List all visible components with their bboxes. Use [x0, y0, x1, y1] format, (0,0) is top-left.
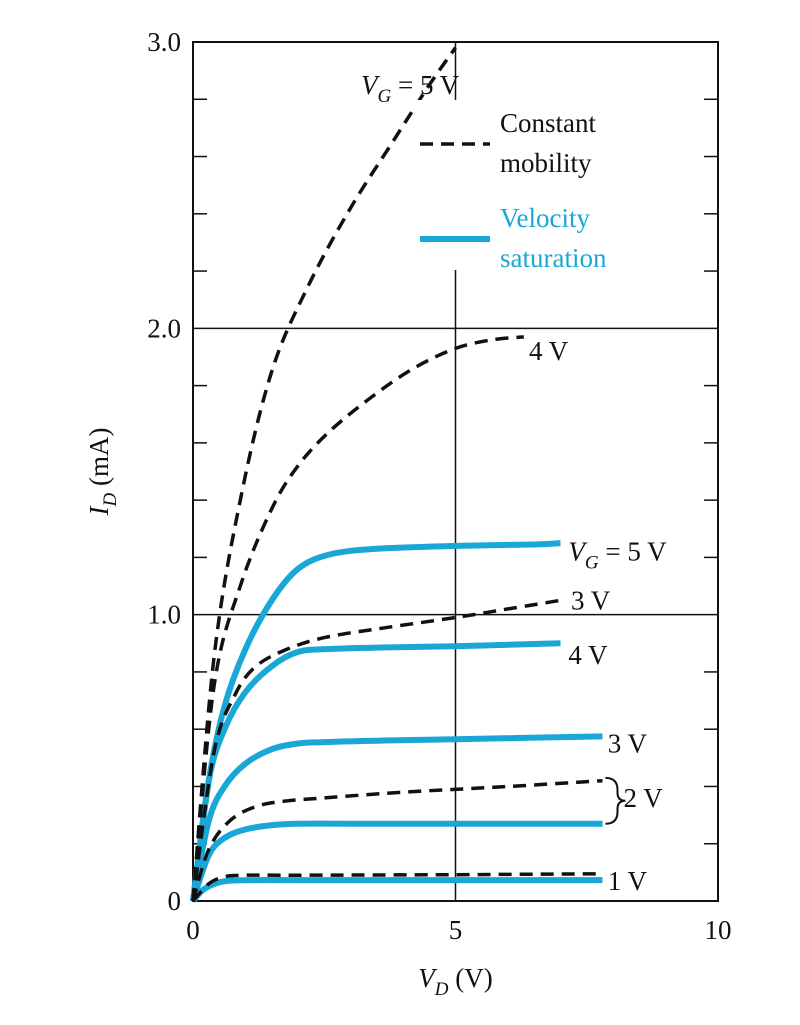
y-axis-label: ID (mA): [84, 428, 121, 517]
velocity-saturation-series-vg3: [190, 733, 603, 902]
legend-label: saturation: [500, 243, 607, 273]
constant-mobility-series-vg5: [191, 46, 457, 902]
curve-label: VG = 5 V: [568, 537, 667, 574]
legend-label: Velocity: [500, 203, 590, 233]
legend-label: Constant: [500, 108, 597, 138]
velocity-saturation-series-vg5: [190, 540, 561, 902]
curve-label: 4 V: [529, 336, 569, 366]
constant-mobility-series-vg2: [191, 778, 603, 902]
velocity-saturation-series-vg2: [190, 820, 603, 902]
curve-label: VG = 5 V: [361, 70, 460, 107]
curve-label: 3 V: [608, 729, 648, 759]
y-tick-label: 1.0: [147, 600, 181, 630]
curve-label: 1 V: [608, 866, 648, 896]
x-tick-label: 5: [449, 915, 463, 945]
velocity-saturation-series-vg1: [190, 877, 603, 904]
x-axis-label: VD (V): [418, 963, 492, 1000]
x-tick-label: 0: [186, 915, 200, 945]
constant-mobility-series-vg1: [191, 872, 603, 903]
y-tick-label: 0: [168, 886, 182, 916]
curve-label: 2 V: [624, 783, 664, 813]
brace-2v: [605, 776, 626, 825]
constant-mobility-series-vg4: [191, 335, 524, 902]
plot-frame: [192, 41, 719, 902]
curve-label: 4 V: [568, 640, 608, 670]
velocity-saturation-series-vg4: [190, 640, 561, 902]
y-tick-label: 2.0: [147, 313, 181, 343]
constant-mobility-series-vg3: [191, 598, 561, 902]
curve-label: 3 V: [571, 585, 611, 615]
y-tick-label: 3.0: [147, 27, 181, 57]
x-tick-label: 10: [705, 915, 732, 945]
legend-label: mobility: [500, 148, 592, 178]
